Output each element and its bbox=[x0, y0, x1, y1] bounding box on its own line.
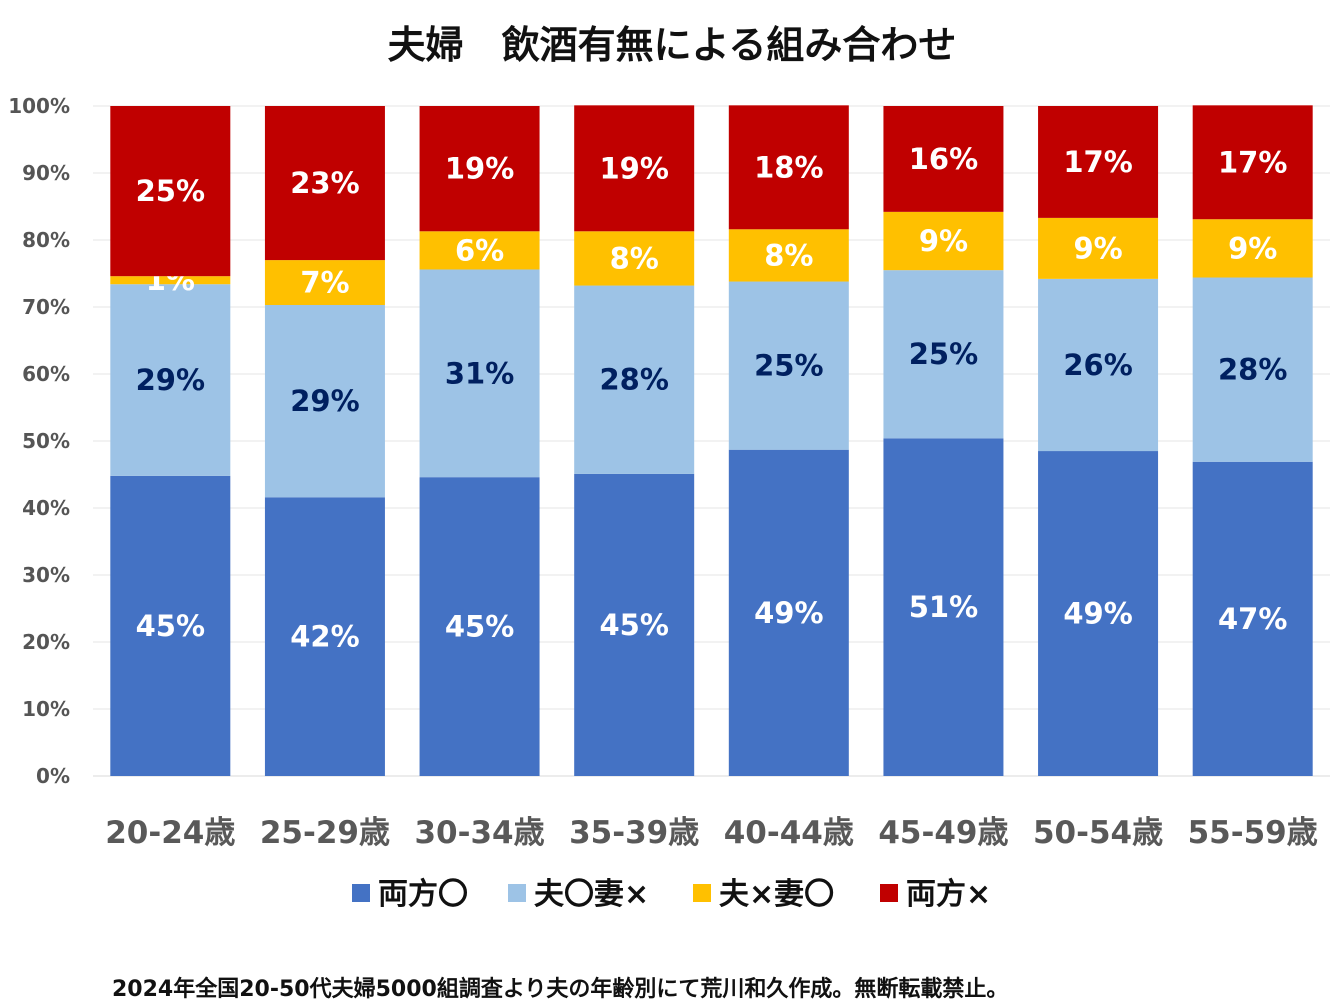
x-tick-label: 35-39歳 bbox=[569, 815, 699, 851]
data-label: 42% bbox=[290, 620, 359, 654]
data-label: 45% bbox=[445, 610, 514, 644]
bar-segment bbox=[264, 497, 385, 776]
data-label: 9% bbox=[1228, 231, 1277, 265]
data-label: 49% bbox=[1063, 597, 1132, 631]
y-tick-label: 40% bbox=[22, 496, 70, 520]
data-label: 25% bbox=[136, 174, 205, 208]
bar-segment bbox=[1192, 277, 1313, 462]
data-label: 19% bbox=[445, 152, 514, 186]
data-label: 7% bbox=[300, 266, 349, 300]
bar-segment bbox=[419, 269, 540, 478]
y-tick-label: 100% bbox=[8, 94, 70, 118]
bar-segment bbox=[728, 105, 849, 230]
bar-segment bbox=[1038, 278, 1159, 452]
data-label: 45% bbox=[599, 608, 668, 642]
legend-swatch bbox=[693, 884, 711, 902]
bar-segment bbox=[419, 106, 540, 232]
data-label: 23% bbox=[290, 166, 359, 200]
legend-label: 夫〇妻× bbox=[534, 877, 649, 912]
data-label: 16% bbox=[909, 142, 978, 176]
data-label: 17% bbox=[1063, 145, 1132, 179]
x-tick-label: 50-54歳 bbox=[1033, 815, 1163, 851]
footnote: 2024年全国20-50代夫婦5000組調査より夫の年齢別にて荒川和久作成。無断… bbox=[112, 976, 1008, 1002]
y-tick-label: 20% bbox=[22, 630, 70, 654]
bar-segment bbox=[883, 438, 1004, 776]
x-tick-label: 40-44歳 bbox=[724, 815, 854, 851]
bar-segment bbox=[574, 285, 695, 474]
bar-segment bbox=[1192, 461, 1313, 776]
data-label: 8% bbox=[764, 238, 813, 272]
bar-segment bbox=[1038, 217, 1159, 279]
bar-segment bbox=[1192, 105, 1313, 220]
bar-segment bbox=[264, 106, 385, 261]
y-tick-label: 70% bbox=[22, 295, 70, 319]
data-label: 47% bbox=[1218, 602, 1287, 636]
bar-segment bbox=[264, 304, 385, 498]
data-label: 6% bbox=[455, 233, 504, 267]
legend-swatch bbox=[352, 884, 370, 902]
bar-segment bbox=[110, 276, 231, 285]
x-tick-label: 45-49歳 bbox=[878, 815, 1008, 851]
bar-segment bbox=[1038, 106, 1159, 218]
data-label: 31% bbox=[445, 356, 514, 390]
y-tick-label: 50% bbox=[22, 429, 70, 453]
y-tick-label: 80% bbox=[22, 228, 70, 252]
bar-segment bbox=[574, 473, 695, 776]
data-label: 17% bbox=[1218, 145, 1287, 179]
bar-segment bbox=[110, 284, 231, 476]
bar-segment bbox=[574, 231, 695, 286]
y-tick-label: 90% bbox=[22, 161, 70, 185]
legend-label: 夫×妻〇 bbox=[719, 877, 834, 912]
x-tick-label: 55-59歳 bbox=[1188, 815, 1318, 851]
legend-swatch bbox=[508, 884, 526, 902]
data-label: 29% bbox=[290, 384, 359, 418]
bar-segment bbox=[883, 211, 1004, 271]
data-label: 9% bbox=[919, 224, 968, 258]
data-label: 18% bbox=[754, 150, 823, 184]
legend-swatch bbox=[880, 884, 898, 902]
x-tick-label: 25-29歳 bbox=[260, 815, 390, 851]
x-tick-label: 30-34歳 bbox=[414, 815, 544, 851]
bar-segment bbox=[419, 477, 540, 776]
data-label: 8% bbox=[610, 241, 659, 275]
bar-segment bbox=[728, 229, 849, 282]
data-label: 25% bbox=[754, 349, 823, 383]
data-label: 28% bbox=[1218, 353, 1287, 387]
data-label: 51% bbox=[909, 590, 978, 624]
chart-title: 夫婦 飲酒有無による組み合わせ bbox=[388, 23, 957, 67]
data-label: 9% bbox=[1073, 231, 1122, 265]
legend-label: 両方× bbox=[906, 877, 991, 912]
bar-segment bbox=[264, 260, 385, 305]
bar-segment bbox=[110, 106, 231, 277]
bar-segment bbox=[728, 449, 849, 776]
legend-label: 両方〇 bbox=[378, 877, 468, 912]
data-label: 45% bbox=[136, 609, 205, 643]
data-label: 49% bbox=[754, 596, 823, 630]
bar-segment bbox=[883, 270, 1004, 439]
y-tick-label: 0% bbox=[36, 764, 70, 788]
data-label: 29% bbox=[136, 363, 205, 397]
bar-segment bbox=[883, 106, 1004, 212]
data-label: 26% bbox=[1063, 348, 1132, 382]
data-label: 19% bbox=[599, 151, 668, 185]
y-tick-label: 30% bbox=[22, 563, 70, 587]
bar-segment bbox=[1192, 219, 1313, 278]
y-tick-label: 10% bbox=[22, 697, 70, 721]
bar-segment bbox=[110, 475, 231, 776]
y-tick-label: 60% bbox=[22, 362, 70, 386]
data-label: 25% bbox=[909, 337, 978, 371]
bar-segment bbox=[1038, 451, 1159, 776]
data-label: 28% bbox=[599, 363, 668, 397]
bar-segment bbox=[728, 281, 849, 450]
x-tick-label: 20-24歳 bbox=[105, 815, 235, 851]
bar-segment bbox=[574, 105, 695, 232]
bar-segment bbox=[419, 231, 540, 270]
